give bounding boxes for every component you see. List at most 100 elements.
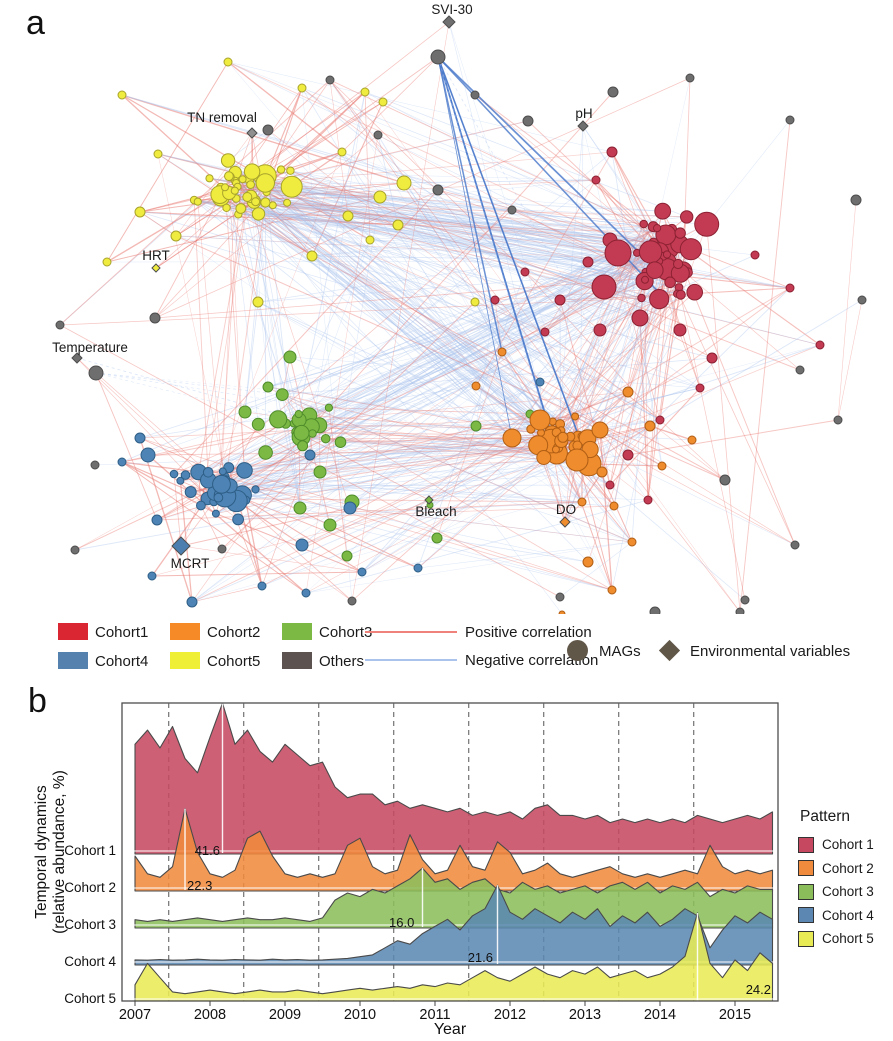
correlation-edge [293, 151, 613, 424]
x-tick-label: 2014 [644, 1007, 676, 1023]
correlation-edge [224, 187, 259, 303]
legend-label-others: Others [319, 653, 365, 670]
correlation-edge [190, 437, 588, 493]
correlation-edge [258, 213, 682, 276]
correlation-edge [237, 385, 477, 520]
mag-node-cohort4 [236, 462, 253, 479]
correlation-edge [240, 208, 681, 274]
mag-node-cohort5 [242, 192, 253, 202]
correlation-edge [106, 194, 221, 263]
correlation-edge [305, 134, 379, 594]
correlation-edge [247, 196, 563, 614]
correlation-edge [250, 184, 513, 439]
mag-nodes [55, 57, 867, 614]
correlation-edge [564, 262, 668, 523]
pattern-label: Cohort 5 [822, 931, 874, 947]
plot-frame [121, 702, 779, 1002]
mag-node-cohort2 [497, 347, 507, 357]
mag-node-cohort2 [502, 428, 522, 448]
env-variables-marker-label: Environmental variables [690, 643, 851, 660]
correlation-edge [361, 245, 654, 573]
mag-node-others [719, 474, 731, 486]
correlation-edge [250, 196, 557, 433]
correlation-edge [299, 91, 366, 509]
correlation-edge [227, 61, 613, 153]
correlation-edge [562, 357, 713, 438]
correlation-edge [437, 56, 557, 450]
mag-node-cohort4 [186, 596, 198, 608]
row-label-cohort-2: Cohort 2 [64, 880, 116, 895]
mag-node-cohort4 [169, 469, 179, 479]
mag-node-cohort4 [295, 538, 309, 552]
correlation-edge [250, 196, 571, 437]
correlation-edge [305, 446, 576, 594]
correlation-edge [417, 449, 557, 569]
row-label-cohort-4: Cohort 4 [64, 954, 116, 969]
correlation-edge [257, 301, 561, 444]
correlation-edge [556, 125, 584, 454]
mag-node-cohort1 [606, 146, 618, 158]
mag-node-cohort4 [413, 563, 423, 573]
correlation-edge [579, 125, 584, 441]
correlation-edge [74, 227, 658, 551]
mag-node-others [262, 124, 274, 136]
stream-cohort-5 [134, 912, 774, 1001]
legend-label-cohort1: Cohort1 [95, 624, 149, 641]
env-variable-label: Temperature [52, 340, 128, 355]
correlation-edge [173, 423, 286, 475]
env-variable-label: DO [556, 502, 576, 517]
correlation-edge [151, 504, 431, 577]
correlation-edge [290, 170, 673, 242]
mag-node-cohort5 [222, 203, 231, 213]
correlation-edge [205, 481, 615, 507]
correlation-edge [194, 179, 597, 201]
correlation-edge [228, 192, 313, 257]
correlation-edge [245, 248, 692, 501]
correlation-edge [285, 391, 629, 424]
correlation-edge [576, 252, 638, 446]
correlation-edge [220, 187, 589, 563]
correlation-edge [205, 291, 695, 483]
correlation-edge [290, 170, 562, 442]
correlation-edge [524, 271, 821, 346]
correlation-edge [364, 91, 687, 218]
mag-node-cohort2 [536, 450, 552, 465]
correlation-edge [659, 419, 726, 481]
mag-node-others [857, 295, 867, 305]
correlation-edge [301, 87, 513, 439]
mag-node-cohort1 [631, 309, 649, 327]
correlation-edge [250, 184, 655, 271]
mag-node-cohort3 [308, 429, 317, 438]
correlation-edge [224, 391, 629, 497]
correlation-edge [173, 473, 182, 547]
mag-node-cohort1 [664, 276, 676, 289]
env-variables-marker-icon [658, 639, 681, 662]
correlation-edge [139, 211, 177, 237]
correlation-edge [95, 372, 302, 424]
correlation-edge [312, 233, 667, 434]
correlation-edge [267, 233, 667, 388]
env-variable-diamond [424, 495, 434, 505]
correlation-edge [222, 419, 541, 472]
pattern-legend: Pattern Cohort 1 Cohort 2 Cohort 3 Cohort 4 C… [798, 808, 874, 951]
correlation-edge [224, 186, 660, 300]
correlation-edge [139, 416, 576, 439]
correlation-edge [225, 476, 613, 591]
mag-node-cohort5 [252, 296, 264, 308]
correlation-edge [475, 151, 613, 387]
correlation-edge [293, 227, 658, 424]
correlation-edge [494, 251, 660, 301]
stream-cohort-1 [134, 703, 774, 855]
mag-node-other [88, 365, 104, 381]
mag-node-cohort4 [212, 474, 231, 494]
peak-value-annotation: 24.2 [746, 982, 771, 997]
correlation-edge [501, 295, 662, 353]
peak-value-annotation: 41.6 [195, 843, 220, 858]
correlation-edge [139, 211, 546, 333]
y-axis-title-line-2: (relative abundance, %) [51, 770, 68, 934]
mag-node-cohort3 [283, 350, 297, 364]
mag-node-cohort4 [213, 492, 224, 503]
correlation-edge [347, 215, 633, 543]
correlation-edge [228, 176, 245, 471]
correlation-edge [207, 151, 343, 499]
